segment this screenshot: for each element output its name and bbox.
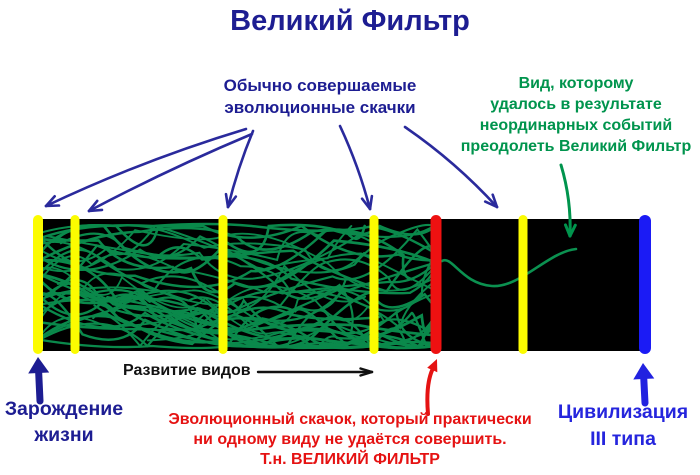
jump-bar-4 xyxy=(369,215,379,354)
species-line xyxy=(36,222,436,254)
survivor-label: Вид, которому удалось в результате неорд… xyxy=(450,73,700,157)
jump-arrow-4 xyxy=(338,124,372,211)
jump-arrow-5-head2 xyxy=(483,200,499,209)
survivor-label-line3: неординарных событий xyxy=(479,117,673,134)
great-filter-arrow-head xyxy=(427,359,438,373)
jump-arrow-1 xyxy=(44,127,248,208)
page-title: Великий Фильтр xyxy=(230,5,470,37)
origin-label-line1: Зарождение xyxy=(4,398,124,420)
filter-note-line1: Эволюционный скачок, который практически xyxy=(168,411,532,428)
jump-arrow-2-head2 xyxy=(87,199,99,213)
survivor-label-line1: Вид, которому xyxy=(518,75,634,92)
filter-note-line3: Т.н. ВЕЛИКИЙ ФИЛЬТР xyxy=(260,451,440,468)
species-line xyxy=(92,258,436,348)
species-line xyxy=(37,272,368,324)
jump-arrow-1-head2 xyxy=(44,195,56,208)
species-line xyxy=(36,226,413,281)
jump-arrow-4-head1 xyxy=(368,194,374,211)
development-arrow-head2 xyxy=(359,370,374,377)
jump-arrow-2-head1 xyxy=(87,208,104,213)
great-filter-arrow xyxy=(425,368,435,416)
jump-bar-1 xyxy=(33,215,43,354)
great-filter-bar xyxy=(430,215,442,354)
species-line xyxy=(36,305,428,350)
jump-arrow-3-head2 xyxy=(224,192,230,209)
survivor-arrow-head2 xyxy=(564,223,572,238)
jump-bar-3 xyxy=(218,215,228,354)
survivor-path xyxy=(440,247,578,288)
species-line xyxy=(140,227,436,310)
jump-arrow-5 xyxy=(403,125,499,209)
jumps-label-line2: эволюционные скачки xyxy=(224,98,416,117)
civilization-arrow xyxy=(640,375,649,407)
jump-arrow-1-head1 xyxy=(44,204,61,208)
civilization-label-line1: Цивилизация xyxy=(557,401,689,423)
jump-bar-5 xyxy=(518,215,528,354)
survivor-label-line4: преодолеть Великий Фильтр xyxy=(460,138,692,155)
jumps-label: Обычно совершаемые эволюционные скачки xyxy=(185,75,455,119)
civilization-arrow-head xyxy=(633,363,655,380)
species-line xyxy=(36,258,436,350)
jump-arrow-4-head2 xyxy=(360,197,372,211)
origin-label-line2: жизни xyxy=(34,424,94,446)
great-filter-note: Эволюционный скачок, который практически… xyxy=(155,410,545,470)
origin-of-life-label: Зарождение жизни xyxy=(0,396,128,448)
survivor-label-line2: удалось в результате xyxy=(490,96,662,113)
development-label: Развитие видов xyxy=(123,362,251,379)
species-line xyxy=(36,306,381,346)
jump-arrow-5-head1 xyxy=(491,193,499,209)
species-line xyxy=(146,326,435,347)
jump-arrow-2 xyxy=(87,132,254,213)
jump-bar-2 xyxy=(70,215,80,354)
jump-arrow-3-head1 xyxy=(226,195,238,209)
civilization-label: Цивилизация III типа xyxy=(550,399,696,453)
civilization-label-line2: III типа xyxy=(590,428,656,450)
origin-arrow xyxy=(35,369,44,405)
filter-note-line2: ни одному виду не удаётся совершить. xyxy=(193,431,507,448)
origin-arrow-head xyxy=(28,357,50,374)
species-line xyxy=(37,256,435,330)
species-line xyxy=(36,244,436,296)
survivor-arrow xyxy=(559,163,572,238)
civilization-bar xyxy=(639,215,651,354)
species-line xyxy=(36,290,437,349)
jumps-label-line1: Обычно совершаемые xyxy=(223,76,417,95)
species-line xyxy=(36,235,354,333)
jump-arrow-3 xyxy=(226,129,255,209)
